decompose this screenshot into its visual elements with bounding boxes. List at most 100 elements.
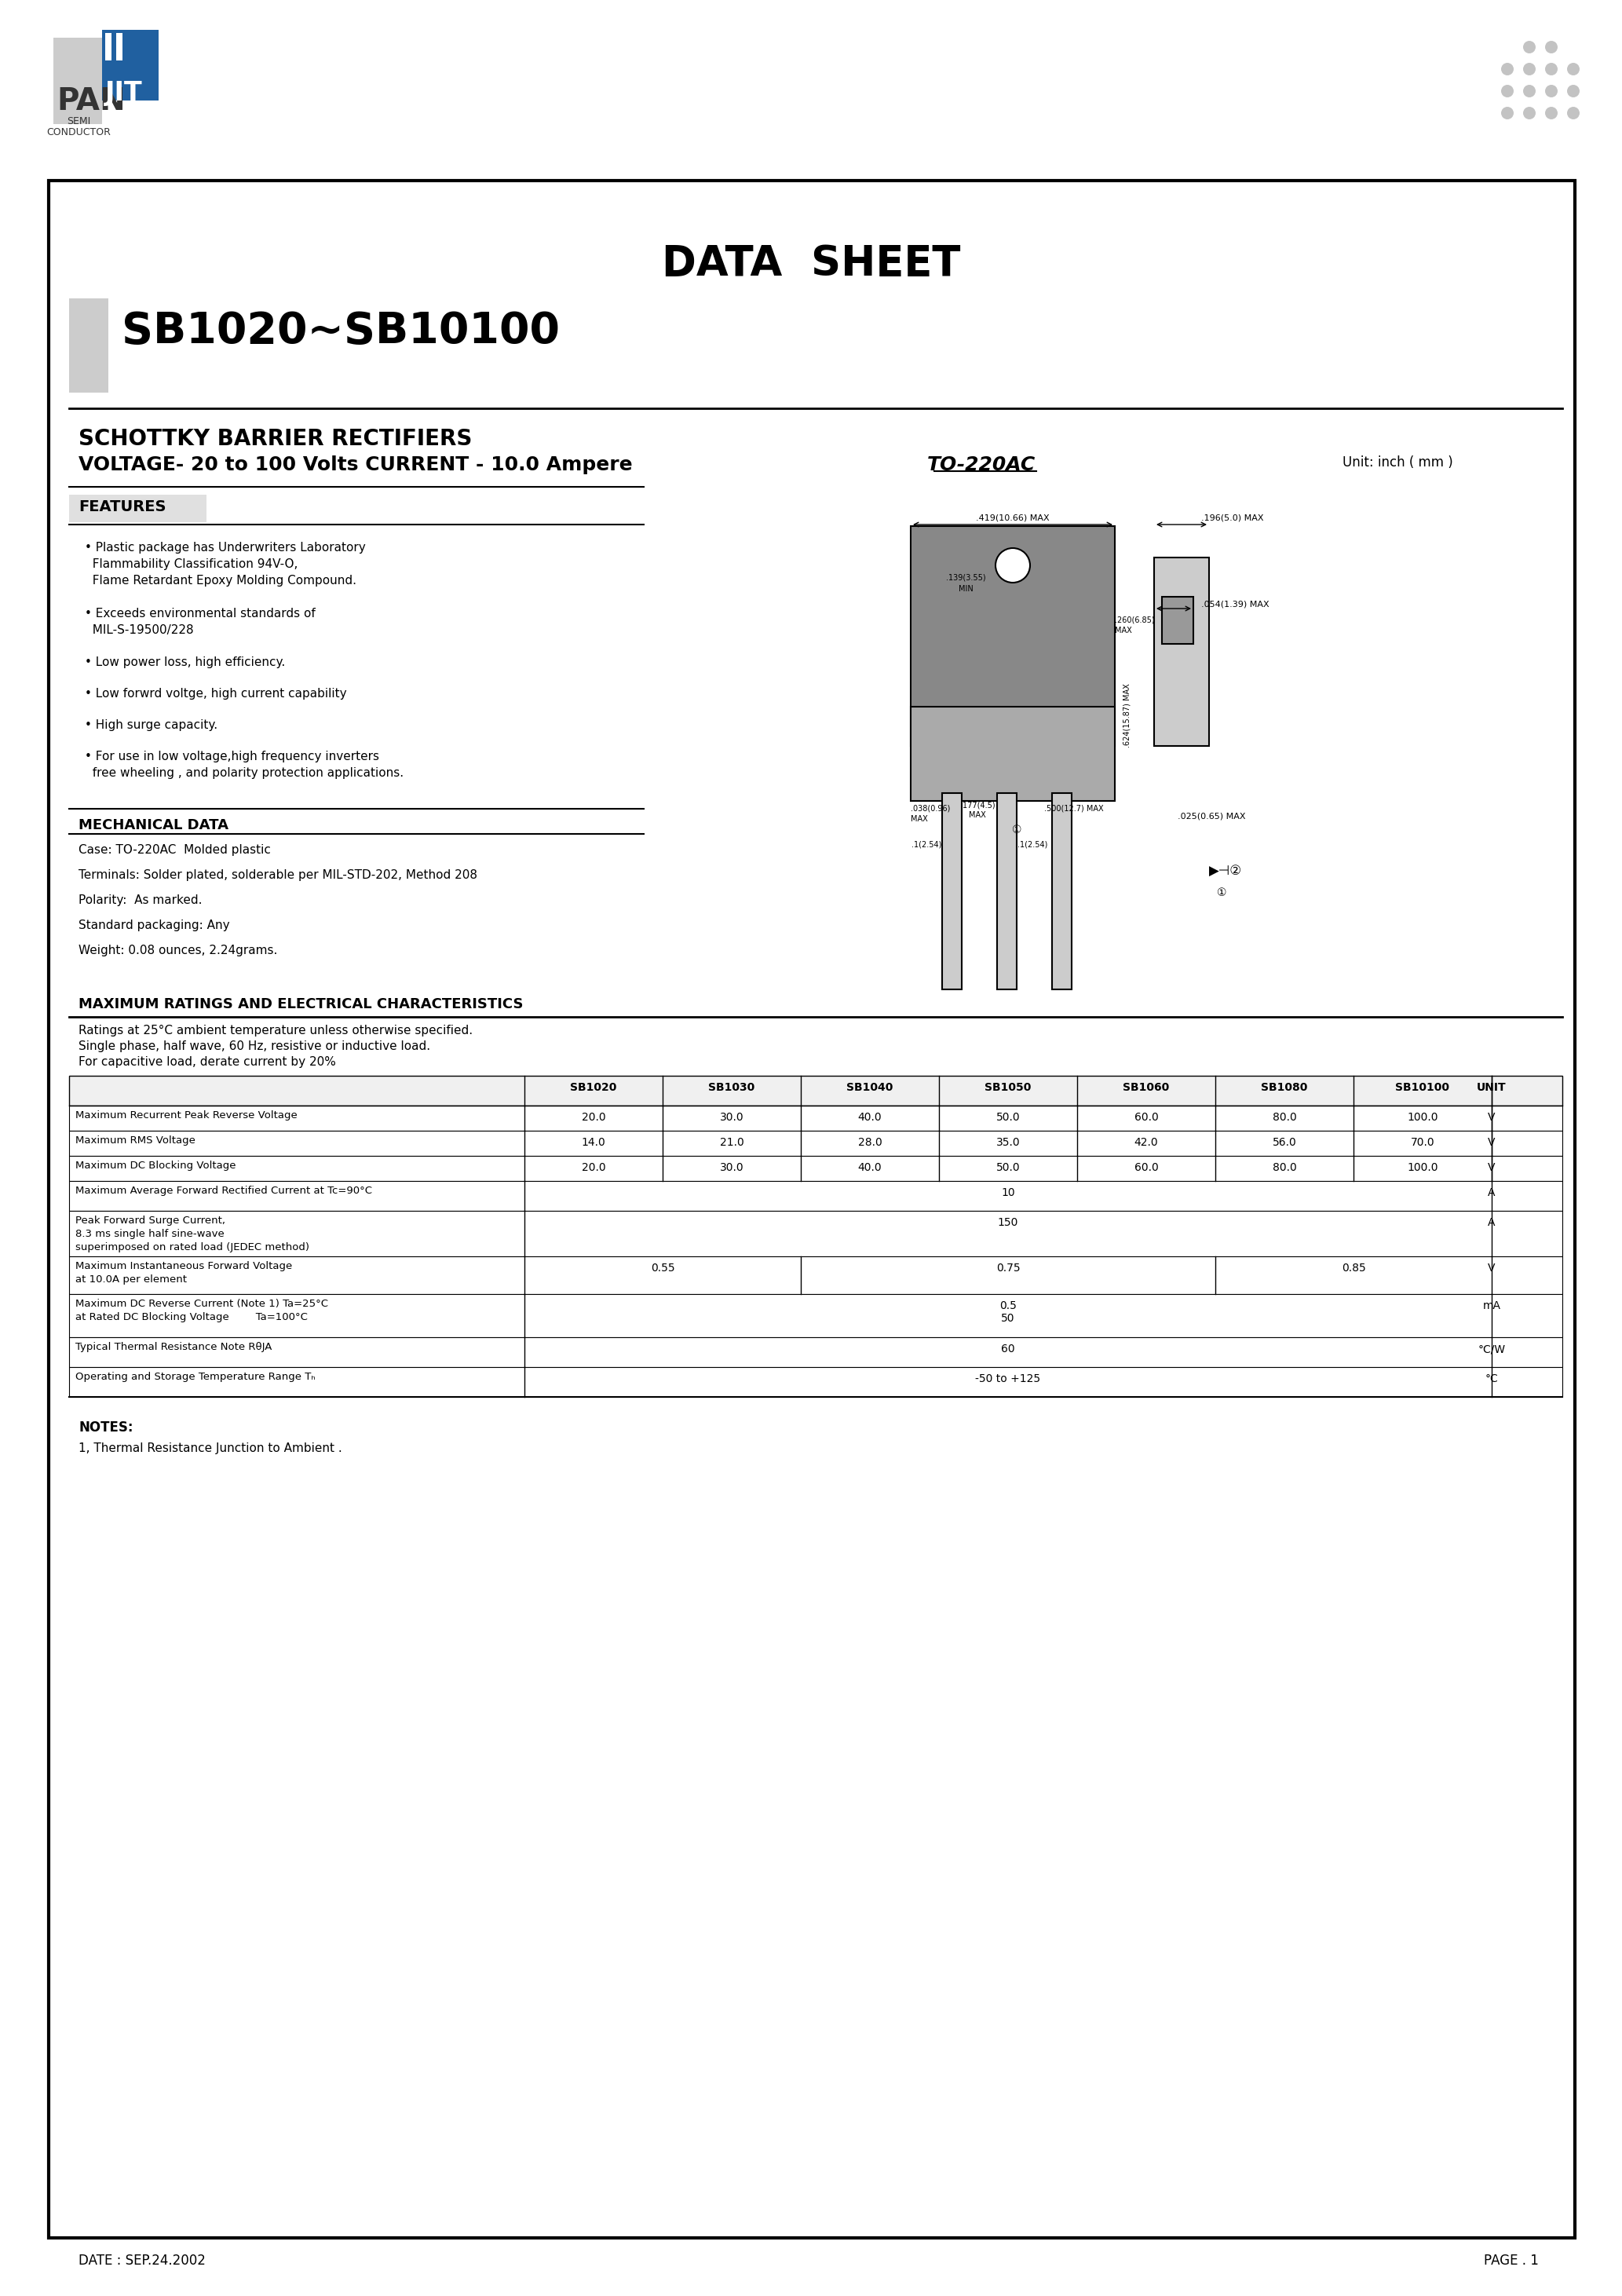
- Circle shape: [1546, 62, 1557, 76]
- Text: SB10100: SB10100: [1395, 1081, 1450, 1093]
- Text: SB1030: SB1030: [709, 1081, 754, 1093]
- Text: Single phase, half wave, 60 Hz, resistive or inductive load.: Single phase, half wave, 60 Hz, resistiv…: [78, 1040, 430, 1052]
- Text: Maximum Average Forward Rectified Current at Tc=90°C: Maximum Average Forward Rectified Curren…: [75, 1185, 371, 1196]
- Text: 35.0: 35.0: [996, 1137, 1020, 1148]
- Text: ①: ①: [1216, 886, 1226, 898]
- Text: -50 to +125: -50 to +125: [975, 1373, 1041, 1384]
- Text: .1(2.54): .1(2.54): [1017, 840, 1048, 847]
- Circle shape: [1523, 85, 1536, 96]
- Text: • For use in low voltage,high frequency inverters
  free wheeling , and polarity: • For use in low voltage,high frequency …: [84, 751, 404, 778]
- Text: Ratings at 25°C ambient temperature unless otherwise specified.: Ratings at 25°C ambient temperature unle…: [78, 1024, 472, 1035]
- Text: MECHANICAL DATA: MECHANICAL DATA: [78, 817, 229, 833]
- Text: SEMI: SEMI: [67, 117, 91, 126]
- Bar: [998, 792, 1017, 990]
- Text: VOLTAGE- 20 to 100 Volts CURRENT - 10.0 Ampere: VOLTAGE- 20 to 100 Volts CURRENT - 10.0 …: [78, 455, 633, 475]
- Bar: [1161, 597, 1194, 643]
- Text: 60.0: 60.0: [1134, 1162, 1158, 1173]
- Bar: [70, 1077, 1562, 1107]
- Bar: [49, 181, 1575, 2239]
- Bar: [117, 32, 123, 60]
- Text: 30.0: 30.0: [720, 1111, 744, 1123]
- Text: 0.85: 0.85: [1341, 1263, 1366, 1274]
- Text: 100.0: 100.0: [1406, 1162, 1439, 1173]
- Text: 30.0: 30.0: [720, 1162, 744, 1173]
- Text: SCHOTTKY BARRIER RECTIFIERS: SCHOTTKY BARRIER RECTIFIERS: [78, 427, 472, 450]
- Text: ①: ①: [1012, 824, 1022, 836]
- Text: .177(4.5): .177(4.5): [960, 801, 994, 808]
- Text: PAGE . 1: PAGE . 1: [1484, 2255, 1539, 2268]
- Text: 56.0: 56.0: [1272, 1137, 1296, 1148]
- Text: 80.0: 80.0: [1272, 1162, 1296, 1173]
- Text: 0.75: 0.75: [996, 1263, 1020, 1274]
- Text: MAXIMUM RATINGS AND ELECTRICAL CHARACTERISTICS: MAXIMUM RATINGS AND ELECTRICAL CHARACTER…: [78, 996, 524, 1010]
- Text: 20.0: 20.0: [582, 1111, 605, 1123]
- Text: 50.0: 50.0: [996, 1162, 1020, 1173]
- Circle shape: [1523, 41, 1536, 53]
- Bar: [942, 792, 962, 990]
- Text: 40.0: 40.0: [858, 1111, 882, 1123]
- Text: 60: 60: [1001, 1343, 1015, 1355]
- Text: 100.0: 100.0: [1406, 1111, 1439, 1123]
- Text: DATE : SEP.24.2002: DATE : SEP.24.2002: [78, 2255, 206, 2268]
- Text: PAN: PAN: [57, 87, 125, 117]
- Text: 21.0: 21.0: [720, 1137, 744, 1148]
- Circle shape: [1500, 62, 1513, 76]
- Text: SB1080: SB1080: [1260, 1081, 1307, 1093]
- Bar: [70, 298, 109, 393]
- Text: Unit: inch ( mm ): Unit: inch ( mm ): [1343, 455, 1453, 471]
- Text: MIN: MIN: [959, 585, 973, 592]
- Text: Operating and Storage Temperature Range Tₕ: Operating and Storage Temperature Range …: [75, 1371, 315, 1382]
- Bar: [70, 1180, 1562, 1210]
- Text: 20.0: 20.0: [582, 1162, 605, 1173]
- Text: 42.0: 42.0: [1134, 1137, 1158, 1148]
- Text: Typical Thermal Resistance Note RθJA: Typical Thermal Resistance Note RθJA: [75, 1341, 272, 1352]
- Text: Maximum DC Blocking Voltage: Maximum DC Blocking Voltage: [75, 1159, 235, 1171]
- Text: CONDUCTOR: CONDUCTOR: [47, 126, 110, 138]
- Text: Standard packaging: Any: Standard packaging: Any: [78, 918, 230, 932]
- Text: 40.0: 40.0: [858, 1162, 882, 1173]
- Text: MAX: MAX: [1114, 627, 1132, 634]
- Text: 50.0: 50.0: [996, 1111, 1020, 1123]
- Circle shape: [996, 549, 1030, 583]
- Text: TO-220AC: TO-220AC: [928, 455, 1035, 475]
- Text: Maximum Instantaneous Forward Voltage
at 10.0A per element: Maximum Instantaneous Forward Voltage at…: [75, 1261, 292, 1286]
- Text: 14.0: 14.0: [581, 1137, 605, 1148]
- Bar: [105, 32, 112, 60]
- Text: .038(0.96): .038(0.96): [910, 806, 950, 813]
- Text: Weight: 0.08 ounces, 2.24grams.: Weight: 0.08 ounces, 2.24grams.: [78, 944, 277, 957]
- Text: SB1020~SB10100: SB1020~SB10100: [122, 310, 560, 354]
- Bar: [102, 30, 159, 101]
- Text: • Low forwrd voltge, high current capability: • Low forwrd voltge, high current capabi…: [84, 689, 347, 700]
- Text: • Low power loss, high efficiency.: • Low power loss, high efficiency.: [84, 657, 285, 668]
- Text: SB1020: SB1020: [571, 1081, 616, 1093]
- Bar: [1053, 792, 1072, 990]
- Circle shape: [1546, 108, 1557, 119]
- Bar: [54, 37, 102, 124]
- Text: DATA  SHEET: DATA SHEET: [662, 243, 960, 285]
- Text: mA: mA: [1483, 1300, 1500, 1311]
- Text: SB1050: SB1050: [985, 1081, 1032, 1093]
- Text: Peak Forward Surge Current,
8.3 ms single half sine-wave
superimposed on rated l: Peak Forward Surge Current, 8.3 ms singl…: [75, 1215, 310, 1251]
- Bar: [70, 1107, 1562, 1130]
- Text: .054(1.39) MAX: .054(1.39) MAX: [1202, 602, 1268, 608]
- Bar: [70, 494, 206, 521]
- Text: °C: °C: [1486, 1373, 1499, 1384]
- Text: Terminals: Solder plated, solderable per MIL-STD-202, Method 208: Terminals: Solder plated, solderable per…: [78, 870, 477, 882]
- Text: • Plastic package has Underwriters Laboratory
  Flammability Classification 94V-: • Plastic package has Underwriters Labor…: [84, 542, 365, 585]
- Bar: [70, 1210, 1562, 1256]
- Bar: [70, 1155, 1562, 1180]
- Bar: [70, 1256, 1562, 1295]
- Circle shape: [1523, 108, 1536, 119]
- Text: Polarity:  As marked.: Polarity: As marked.: [78, 895, 203, 907]
- Text: 150: 150: [998, 1217, 1019, 1228]
- Bar: [70, 1366, 1562, 1396]
- Text: V: V: [1487, 1137, 1495, 1148]
- Text: ▶⊣②: ▶⊣②: [1208, 863, 1242, 877]
- Text: 1, Thermal Resistance Junction to Ambient .: 1, Thermal Resistance Junction to Ambien…: [78, 1442, 342, 1453]
- Text: MAX: MAX: [910, 815, 928, 822]
- Text: .139(3.55): .139(3.55): [946, 574, 986, 581]
- Text: For capacitive load, derate current by 20%: For capacitive load, derate current by 2…: [78, 1056, 336, 1068]
- Bar: [1155, 558, 1208, 746]
- Circle shape: [1546, 41, 1557, 53]
- Text: NOTES:: NOTES:: [78, 1421, 133, 1435]
